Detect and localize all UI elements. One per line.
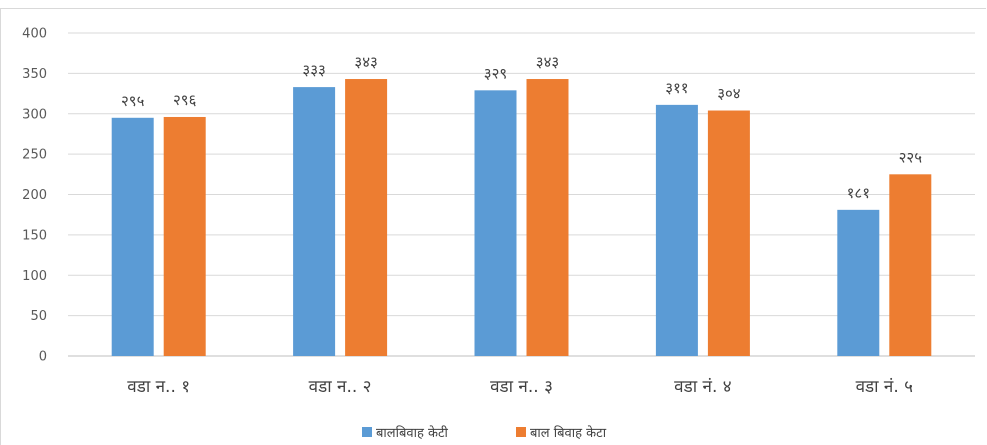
data-label: ३२९	[484, 64, 507, 82]
bar-girls-1	[111, 117, 154, 356]
legend-label: बालबिवाह केटी	[376, 425, 449, 441]
data-label: २२५	[899, 148, 923, 166]
y-tick-label: 300	[22, 107, 47, 122]
chart-frame	[0, 8, 986, 445]
data-label: ३३३	[302, 61, 325, 79]
data-label: १८१	[847, 184, 870, 202]
data-label: ३०४	[717, 85, 741, 103]
y-axis-ticks: 0 50 100 150 200 250 300 350 400	[22, 27, 47, 365]
y-tick-label: 0	[39, 350, 47, 365]
y-tick-label: 400	[22, 27, 47, 42]
y-tick-label: 50	[30, 309, 47, 324]
bar-boys-2	[345, 79, 388, 356]
bar-girls-3	[474, 90, 517, 357]
data-labels: २९५ २९६ ३३३ ३४३ ३२९ ३४३ ३११ ३०४ १८१ २२५	[121, 53, 922, 202]
x-category-label: वडा नं. ४	[674, 377, 731, 397]
legend: बालबिवाह केटी बाल बिवाह केटा	[362, 425, 607, 441]
bar-girls-5	[837, 209, 880, 356]
bar-boys-3	[526, 79, 569, 356]
x-category-label: वडा नं. ५	[856, 377, 913, 397]
x-axis-categories: वडा न.. १ वडा न.. २ वडा न.. ३ वडा नं. ४ वडा …	[127, 377, 913, 397]
x-category-label: वडा न.. २	[309, 377, 372, 397]
data-label: २९५	[121, 92, 145, 110]
legend-label: बाल बिवाह केटा	[530, 425, 607, 441]
data-label: २९६	[173, 91, 197, 109]
legend-swatch	[516, 427, 526, 437]
bar-boys-5	[889, 174, 932, 356]
data-label: ३४३	[536, 53, 559, 71]
data-label: ३११	[665, 79, 688, 97]
bar-boys-1	[163, 116, 206, 356]
legend-swatch	[362, 427, 372, 437]
y-tick-label: 150	[22, 228, 47, 243]
y-tick-label: 350	[22, 67, 47, 82]
bar-girls-2	[293, 87, 336, 356]
bar-boys-4	[707, 110, 750, 357]
gridlines	[68, 32, 975, 357]
y-tick-label: 200	[22, 188, 47, 203]
y-tick-label: 100	[22, 269, 47, 284]
x-category-label: वडा न.. ३	[490, 377, 553, 397]
y-tick-label: 250	[22, 148, 47, 163]
data-label: ३४३	[354, 53, 377, 71]
bars	[111, 79, 932, 357]
bar-girls-4	[655, 104, 698, 357]
x-category-label: वडा न.. १	[127, 377, 190, 397]
